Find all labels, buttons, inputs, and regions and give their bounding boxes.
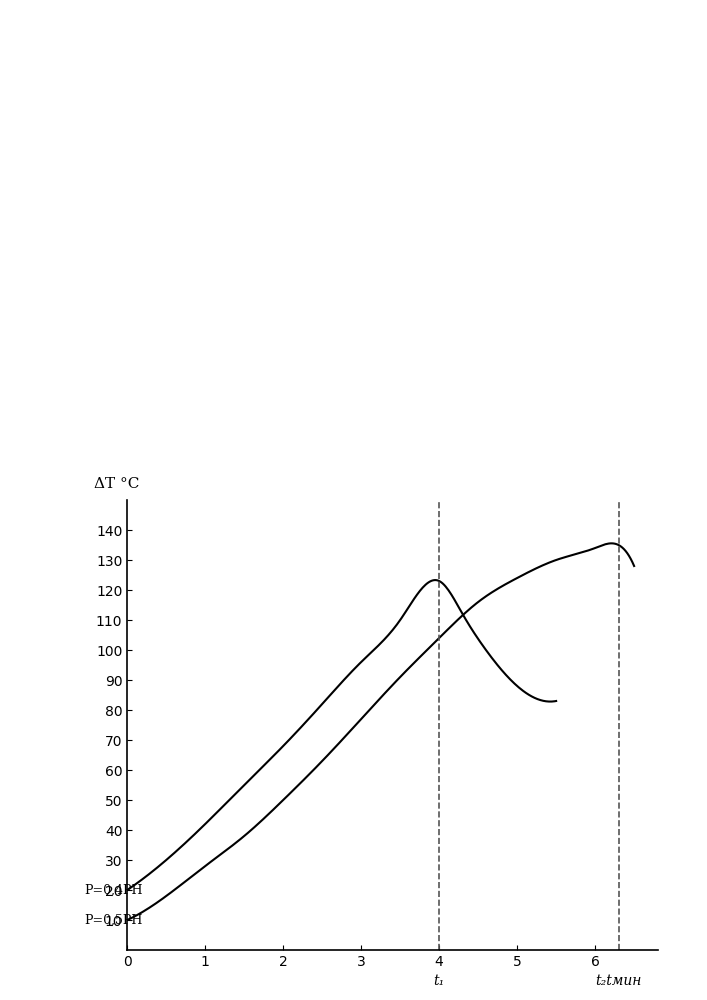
Text: t₂tмин: t₂tмин [595, 974, 642, 988]
Text: P=0,5PH: P=0,5PH [84, 914, 143, 926]
Text: P=0,4PH: P=0,4PH [84, 884, 143, 896]
Text: t₁: t₁ [433, 974, 445, 988]
Y-axis label: ΔT °C: ΔT °C [94, 477, 139, 491]
